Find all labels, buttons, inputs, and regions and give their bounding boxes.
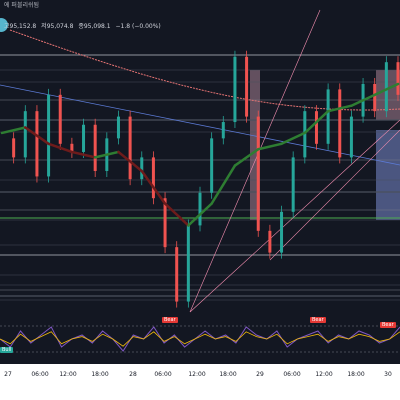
candle <box>233 56 237 123</box>
candle <box>210 138 214 193</box>
fib-line <box>189 9 321 313</box>
ohlc-high: 고95,152.8 <box>4 23 37 30</box>
time-tick-label: 12:00 <box>188 371 206 378</box>
ohlc-close: 종95,098.1 <box>78 23 111 30</box>
candle <box>338 89 342 158</box>
ma-segment <box>140 169 167 205</box>
candle <box>140 157 144 180</box>
rsi-signal-line <box>0 331 400 347</box>
time-tick-label: 30 <box>384 371 392 378</box>
ma-segment <box>93 150 120 159</box>
candle <box>268 230 272 253</box>
time-tick-label: 28 <box>129 371 137 378</box>
candle <box>186 225 190 302</box>
ma-segment <box>117 150 144 173</box>
candle <box>116 116 120 139</box>
ma-segment <box>280 131 307 146</box>
time-tick-label: 12:00 <box>59 371 77 378</box>
time-tick-label: 06:00 <box>31 371 49 378</box>
candle <box>35 111 39 177</box>
fib-line <box>269 129 400 261</box>
signal-badge-bull: Bull <box>0 347 14 353</box>
ma-segment <box>256 142 283 151</box>
candle <box>349 116 353 158</box>
time-tick-label: 27 <box>4 371 12 378</box>
time-tick-label: 18:00 <box>347 371 365 378</box>
ma-segment <box>350 93 376 107</box>
candle <box>384 62 388 112</box>
zone-blue <box>376 130 400 220</box>
signal-badge-bear: Bear <box>380 322 396 328</box>
trendline <box>0 84 400 166</box>
rsi-background <box>0 314 400 364</box>
ohlc-low: 저95,074.8 <box>41 23 74 30</box>
time-tick-label: 29 <box>256 371 264 378</box>
candle <box>314 111 318 144</box>
candle <box>47 94 51 177</box>
time-tick-label: 18:00 <box>219 371 237 378</box>
zone-red-1 <box>250 70 260 220</box>
ohlc-readout: 고95,152.8 저95,074.8 종95,098.1 −1.8 (−0.0… <box>4 21 161 30</box>
candle <box>128 116 132 180</box>
candle <box>93 124 97 171</box>
ma-segment <box>233 147 260 167</box>
candle <box>280 211 284 253</box>
price-chart[interactable] <box>0 0 400 314</box>
ohlc-change: −1.8 (−0.00%) <box>115 23 161 30</box>
signal-badge-bear: Bear <box>162 317 178 323</box>
chart-title-fragment: 에 퍼블리쉬됨 <box>4 2 40 9</box>
time-tick-label: 12:00 <box>315 371 333 378</box>
candle <box>291 157 295 212</box>
ma-segment <box>47 142 74 154</box>
candle <box>23 111 27 158</box>
ma-segment <box>0 126 27 135</box>
ma-segment <box>24 126 50 146</box>
candle <box>396 62 400 95</box>
candle <box>58 94 62 144</box>
candle <box>175 247 179 302</box>
candle <box>82 124 86 152</box>
candle <box>163 198 167 248</box>
zone-red-2 <box>376 70 400 120</box>
signal-badge-bear: Bear <box>310 317 326 323</box>
candle <box>12 138 16 158</box>
ma-segment <box>326 104 353 113</box>
candle <box>245 56 249 117</box>
ma-segment <box>70 150 97 159</box>
ma-segment <box>187 202 213 227</box>
candle <box>151 157 155 199</box>
candle <box>256 116 260 231</box>
ma-segment <box>303 109 330 135</box>
time-tick-label: 06:00 <box>283 371 301 378</box>
time-tick-label: 18:00 <box>91 371 109 378</box>
time-axis[interactable]: 27 06:00 12:00 18:00 28 06:00 12:00 18:00 29 06:0… <box>0 364 400 400</box>
sma-long-line <box>9 29 400 111</box>
candle <box>221 122 225 139</box>
candle <box>373 83 377 112</box>
candle <box>198 192 202 226</box>
candle <box>326 89 330 144</box>
rsi-panel[interactable] <box>0 314 400 364</box>
candle <box>70 143 74 152</box>
fib-line <box>189 119 400 313</box>
ma-segment <box>373 82 400 97</box>
ma-segment <box>210 164 237 205</box>
time-tick-label: 06:00 <box>154 371 172 378</box>
symbol-logo-icon[interactable] <box>0 18 8 32</box>
ma-segment <box>163 202 190 227</box>
